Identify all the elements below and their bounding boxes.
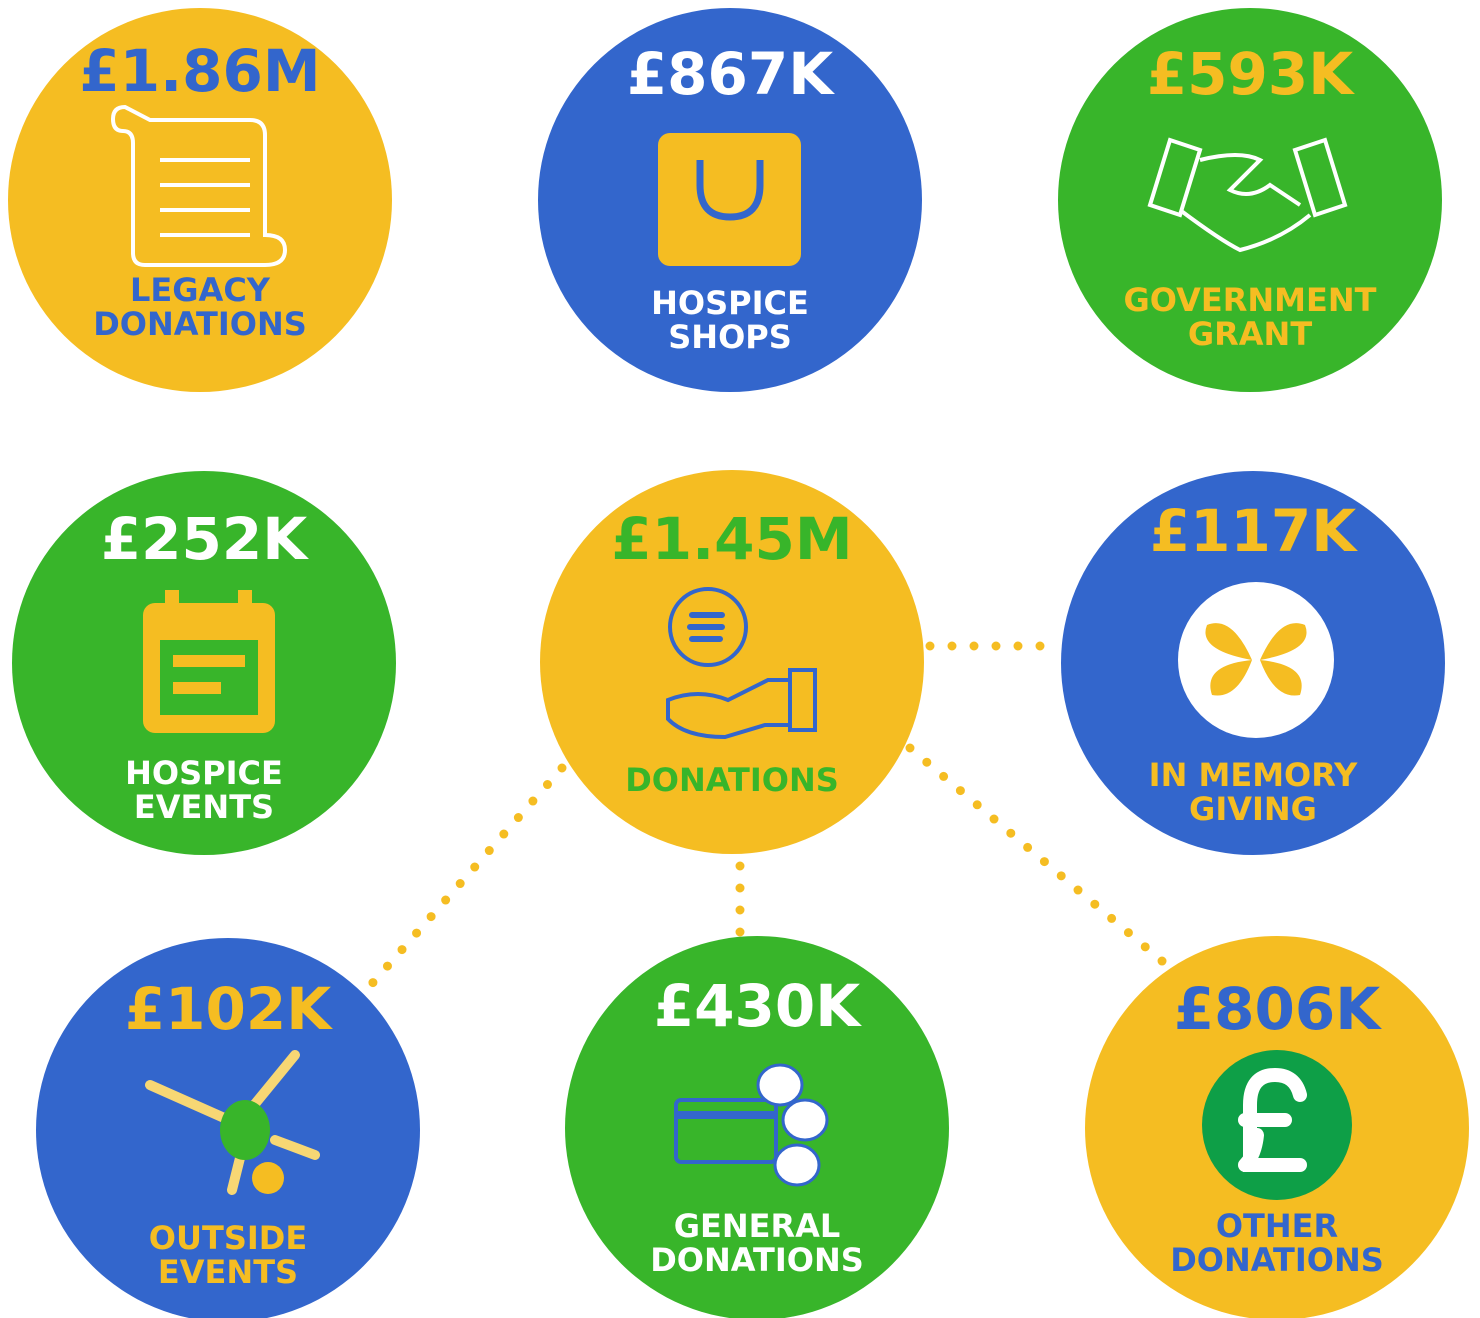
stat-label: HOSPICE: [125, 754, 283, 792]
icon: [658, 133, 801, 266]
stat-label: EVENTS: [158, 1253, 298, 1291]
stat-label: SHOPS: [668, 318, 792, 356]
icon-bar: [173, 655, 245, 667]
stat-circle: [565, 936, 949, 1318]
icon: [1147, 137, 1348, 253]
icon-head: [252, 1162, 284, 1194]
stat-label: OTHER: [1216, 1207, 1338, 1245]
connector: [357, 763, 567, 1000]
connector: [905, 743, 1180, 977]
icon-ring: [238, 590, 252, 612]
stat-amount: £102K: [125, 975, 333, 1043]
icon: [110, 104, 288, 267]
stat-amount: £1.86M: [79, 37, 320, 105]
icon-coin: [756, 1063, 804, 1107]
stat-label: HOSPICE: [651, 284, 809, 322]
stat-circle: [540, 470, 924, 854]
icon-handle: [696, 160, 764, 221]
icon-wings: [1205, 623, 1307, 696]
stat-label: GENERAL: [674, 1207, 841, 1245]
icon-face: [160, 640, 258, 715]
icon-lines: [687, 612, 725, 642]
stat-amount: £806K: [1174, 975, 1382, 1043]
stat-label: EVENTS: [134, 788, 274, 826]
connectors: [357, 641, 1180, 1000]
icon-hand: [666, 668, 817, 740]
icon-pound: [1238, 1067, 1307, 1172]
stat-amount: £430K: [654, 972, 862, 1040]
icon: [674, 1098, 778, 1164]
stat-circle: [1058, 8, 1442, 392]
stat-label: DONATIONS: [93, 305, 307, 343]
stat-amount: £593K: [1147, 40, 1355, 108]
stat-amount: £1.45M: [611, 505, 852, 573]
stat-label: GOVERNMENT: [1124, 281, 1377, 319]
icon: [1178, 582, 1334, 738]
icon-legs: [145, 1050, 320, 1195]
icon-bar: [173, 682, 221, 694]
stat-label: IN MEMORY: [1149, 756, 1358, 794]
stat-label: GIVING: [1189, 790, 1317, 828]
icon-body: [220, 1100, 270, 1160]
stat-card: £1.45M DONATIONS: [540, 470, 924, 854]
icon-ring: [165, 590, 179, 612]
stat-label: DONATIONS: [1170, 1241, 1384, 1279]
stat-label: DONATIONS: [650, 1241, 864, 1279]
icon-coin: [773, 1143, 821, 1187]
icon: [668, 587, 748, 667]
stat-label: LEGACY: [130, 271, 271, 309]
stat-label: OUTSIDE: [149, 1219, 307, 1257]
stat-amount: £117K: [1150, 497, 1358, 565]
stat-circle: [8, 8, 392, 392]
icon-coin: [781, 1098, 829, 1142]
stat-label: DONATIONS: [625, 761, 839, 799]
stat-label: GRANT: [1188, 315, 1312, 353]
stat-amount: £252K: [101, 505, 309, 573]
stat-amount: £867K: [627, 40, 835, 108]
